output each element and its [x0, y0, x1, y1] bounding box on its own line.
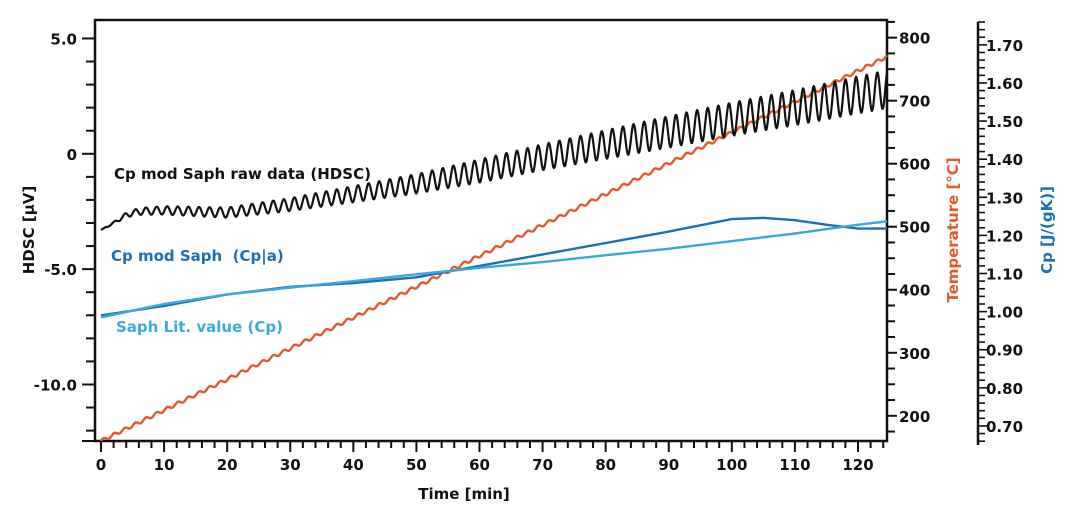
temp-tick-label: 300 — [899, 345, 930, 363]
x-tick-label: 40 — [343, 456, 364, 474]
series-line-saph-lit-value-cp — [100, 220, 888, 319]
series-line-temperature — [100, 54, 888, 442]
left-tick-label: -10.0 — [34, 376, 77, 394]
x-axis-time: 0 10 20 30 40 50 60 70 80 90 100 110 120 — [96, 441, 885, 474]
cp-tick-label: 1.20 — [986, 227, 1023, 245]
x-tick-label: 30 — [280, 456, 301, 474]
left-tick-label: 0 — [67, 146, 77, 164]
temp-tick-label: 400 — [899, 282, 930, 300]
right-axis-1-title: Temperature [°C] — [944, 157, 962, 302]
cp-tick-label: 1.60 — [986, 75, 1023, 93]
temp-tick-label: 600 — [899, 156, 930, 174]
x-tick-label: 60 — [469, 456, 490, 474]
left-tick-label: -5.0 — [44, 261, 77, 279]
right-axis-cp: 1.70 1.60 1.50 1.40 1.30 1.20 1.10 1.00 0.90 0.80… — [976, 21, 1023, 445]
temp-tick-label: 800 — [899, 30, 930, 48]
series-label-cp-mod: Cp mod Saph (Cp|a) — [111, 247, 284, 266]
cp-tick-label: 0.70 — [986, 418, 1023, 436]
x-tick-label: 20 — [217, 456, 238, 474]
series-label-hdsc: Cp mod Saph raw data (HDSC) — [114, 165, 371, 183]
cp-tick-label: 1.10 — [986, 266, 1023, 284]
plot-border — [93, 18, 889, 443]
x-tick-label: 80 — [595, 456, 616, 474]
series-line-cp-mod-saph-raw-data-hdsc — [100, 71, 889, 231]
x-tick-label: 110 — [779, 456, 810, 474]
x-tick-label: 100 — [716, 456, 747, 474]
x-tick-label: 50 — [406, 456, 427, 474]
left-axis-title: HDSC [µV] — [20, 186, 38, 274]
left-axis-hdsc: 5.0 0 -5.0 -10.0 — [34, 30, 95, 442]
x-tick-label: 70 — [532, 456, 553, 474]
temp-tick-label: 500 — [899, 219, 930, 237]
temp-tick-label: 700 — [899, 93, 930, 111]
series-layer — [100, 54, 889, 442]
right-axis-temperature: 800 700 600 500 400 300 200 — [887, 20, 930, 433]
x-tick-label: 10 — [154, 456, 175, 474]
left-tick-label: 5.0 — [50, 30, 77, 48]
x-tick-label: 0 — [96, 456, 106, 474]
plot-frame — [93, 18, 889, 443]
x-axis-title: Time [min] — [418, 485, 510, 503]
series-label-lit: Saph Lit. value (Cp) — [116, 318, 283, 336]
cp-tick-label: 1.00 — [986, 304, 1023, 322]
cp-tick-label: 1.40 — [986, 151, 1023, 169]
cp-tick-label: 0.80 — [986, 380, 1023, 398]
x-tick-label: 90 — [658, 456, 679, 474]
right-axis-2-title: Cp [J/(gK)] — [1038, 186, 1056, 274]
cp-tick-label: 1.30 — [986, 189, 1023, 207]
cp-tick-label: 1.70 — [986, 37, 1023, 55]
cp-tick-label: 1.50 — [986, 113, 1023, 131]
cp-tick-label: 0.90 — [986, 342, 1023, 360]
x-tick-label: 120 — [842, 456, 873, 474]
temp-tick-label: 200 — [899, 408, 930, 426]
